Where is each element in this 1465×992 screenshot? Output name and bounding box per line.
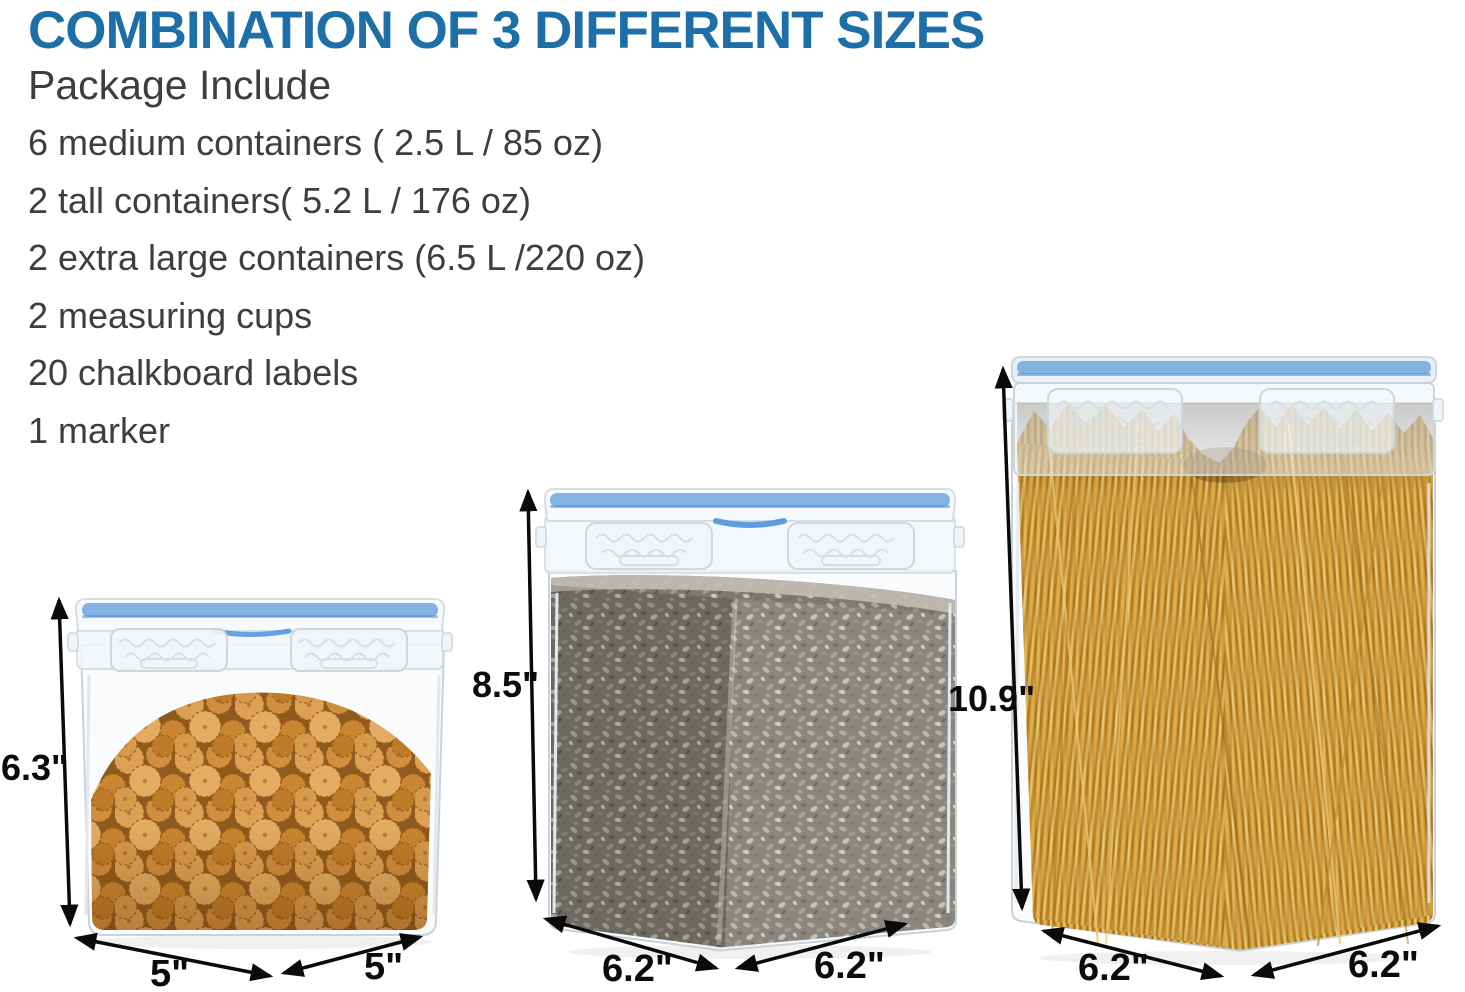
container-lid: [67, 598, 453, 672]
package-item: 2 extra large containers (6.5 L /220 oz): [28, 237, 646, 278]
oat-contents: [551, 575, 955, 948]
lid-side-tab: [535, 526, 547, 548]
lid-side-tab: [1432, 398, 1444, 422]
package-item: 2 tall containers( 5.2 L / 176 oz): [28, 179, 531, 221]
lid-side-tab: [441, 632, 453, 652]
lid-seal-blue: [1017, 361, 1431, 374]
height-label-medium: 6.3": [1, 747, 69, 788]
container-lid: [535, 488, 965, 574]
glass-reflection: [432, 674, 441, 916]
lid-side-tab: [1002, 398, 1014, 422]
height-label-tall: 8.5": [472, 664, 540, 705]
package-item: 2 measuring cups: [28, 294, 313, 336]
spaghetti-contents: [1017, 403, 1433, 950]
tall-container-photo: [535, 488, 965, 959]
lid-latch-left-icon: [1047, 388, 1183, 454]
medium-container-photo: [67, 598, 453, 949]
package-contents-list: 6 medium containers ( 2.5 L / 85 oz) 2 t…: [28, 114, 645, 459]
lid-latch-left-icon: [585, 522, 713, 570]
base-label-extra-large-right: 6.2": [1348, 944, 1419, 986]
glass-reflection: [84, 674, 91, 916]
base-label-tall-right: 6.2": [814, 945, 885, 987]
extra-large-container-photo: [1002, 356, 1444, 965]
base-label-extra-large-left: 6.2": [1078, 947, 1149, 989]
glass-reflection: [552, 592, 559, 914]
lid-side-tab: [67, 632, 79, 652]
cracker-contents: [91, 692, 431, 930]
lid-seal-blue: [82, 603, 438, 617]
container-lid: [1002, 356, 1444, 476]
package-include-heading: Package Include: [28, 62, 332, 108]
lid-latch-left-icon: [110, 628, 228, 672]
lid-latch-right-icon: [1259, 388, 1395, 454]
lid-seal-blue: [550, 493, 950, 507]
page-title: COMBINATION OF 3 DIFFERENT SIZES: [28, 1, 985, 60]
base-label-tall-left: 6.2": [602, 948, 673, 990]
base-label-medium-right: 5": [364, 946, 404, 988]
base-label-medium-left: 5": [150, 953, 190, 992]
package-item: 6 medium containers ( 2.5 L / 85 oz): [28, 122, 603, 163]
package-item: 20 chalkboard labels: [28, 352, 359, 393]
glass-reflection: [946, 602, 952, 914]
lid-latch-right-icon: [290, 628, 408, 672]
lid-side-tab: [953, 526, 965, 548]
height-label-extra-large: 10.9": [948, 678, 1036, 719]
package-item: 1 marker: [28, 409, 171, 451]
lid-latch-right-icon: [787, 522, 915, 570]
